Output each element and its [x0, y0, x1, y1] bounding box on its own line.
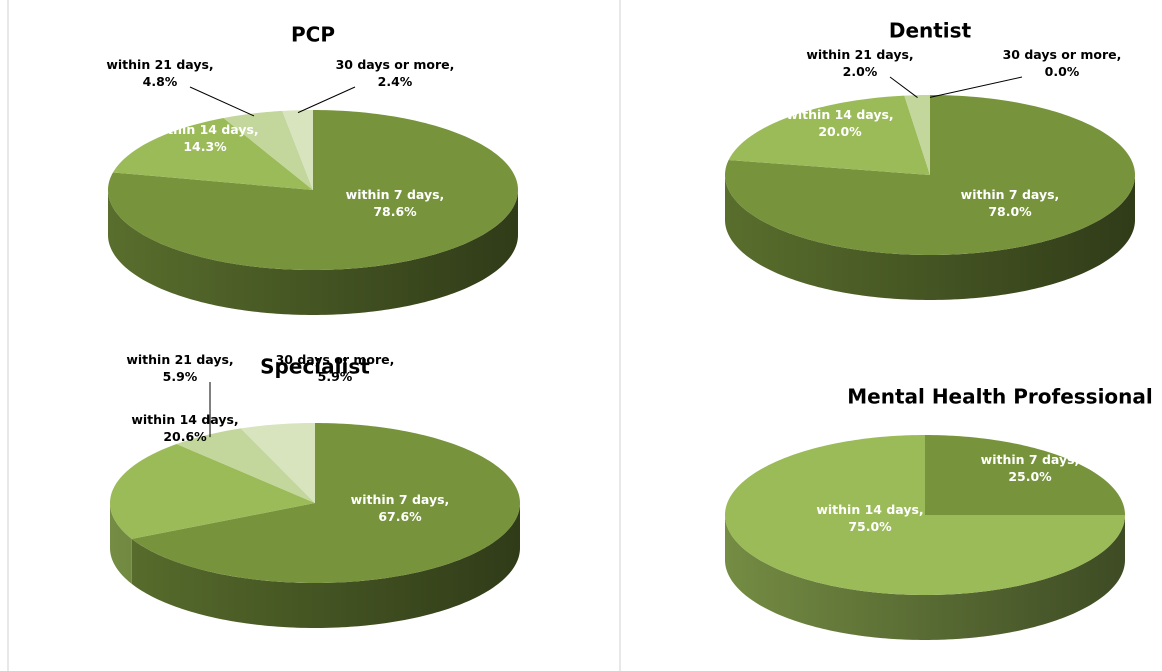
- category-label: 30 days or more,: [276, 352, 395, 367]
- value-label: 2.0%: [843, 64, 878, 79]
- category-label: within 21 days,: [126, 352, 233, 367]
- data-label: within 7 days, 78.0%: [961, 187, 1060, 219]
- category-label: within 14 days,: [786, 107, 893, 122]
- category-label: within 7 days,: [961, 187, 1060, 202]
- data-label: 30 days or more, 5.9%: [276, 352, 395, 384]
- chart-title: Mental Health Professional: [847, 385, 1153, 409]
- category-label: within 7 days,: [351, 492, 450, 507]
- category-label: within 21 days,: [106, 57, 213, 72]
- value-label: 5.9%: [318, 369, 353, 384]
- data-label: within 21 days, 2.0%: [806, 47, 913, 79]
- chart-title: Dentist: [889, 19, 972, 43]
- pie-slice: [904, 95, 930, 175]
- leader-line: [297, 86, 356, 114]
- value-label: 20.6%: [163, 429, 207, 444]
- pie-side: [108, 190, 518, 315]
- category-label: 30 days or more,: [1003, 47, 1122, 62]
- value-label: 67.6%: [378, 509, 422, 524]
- pie-side: [725, 515, 1125, 640]
- data-label: within 14 days, 20.6%: [131, 412, 238, 444]
- pie-slice: [925, 435, 1125, 515]
- pie-slice: [725, 95, 1135, 255]
- pie-slice: [240, 423, 315, 503]
- value-label: 5.9%: [163, 369, 198, 384]
- data-label: within 14 days, 14.3%: [151, 122, 258, 154]
- data-label: 30 days or more, 2.4%: [336, 57, 455, 89]
- category-label: within 21 days,: [806, 47, 913, 62]
- category-label: within 14 days,: [816, 502, 923, 517]
- value-label: 0.0%: [1045, 64, 1080, 79]
- value-label: 20.0%: [818, 124, 862, 139]
- pie-slice: [282, 110, 313, 190]
- data-label: within 21 days, 4.8%: [106, 57, 213, 89]
- value-label: 25.0%: [1008, 469, 1052, 484]
- pie-slice: [108, 110, 518, 270]
- category-label: 30 days or more,: [336, 57, 455, 72]
- category-label: within 7 days,: [981, 452, 1080, 467]
- pie-slice: [223, 110, 313, 190]
- pie-side: [110, 503, 132, 584]
- pie-slice: [110, 443, 315, 539]
- leader-line: [189, 86, 255, 117]
- data-label: 30 days or more, 0.0%: [1003, 47, 1122, 79]
- data-label: within 14 days, 20.0%: [786, 107, 893, 139]
- chart-title: Specialist: [260, 355, 370, 379]
- pie-slice: [725, 435, 1125, 595]
- category-label: within 7 days,: [346, 187, 445, 202]
- leader-line: [929, 76, 1023, 98]
- value-label: 75.0%: [848, 519, 892, 534]
- leader-line: [889, 76, 918, 98]
- value-label: 4.8%: [143, 74, 178, 89]
- data-label: within 14 days, 75.0%: [816, 502, 923, 534]
- pie-side: [725, 175, 1135, 300]
- data-label: within 7 days, 67.6%: [351, 492, 450, 524]
- data-label: within 7 days, 25.0%: [981, 452, 1080, 484]
- chart-title: PCP: [291, 23, 335, 47]
- pie-slice: [112, 118, 314, 190]
- pie-slice: [728, 95, 930, 175]
- data-label: within 7 days, 78.6%: [346, 187, 445, 219]
- value-label: 2.4%: [378, 74, 413, 89]
- value-label: 78.0%: [988, 204, 1032, 219]
- pie-slice: [176, 428, 315, 503]
- value-label: 78.6%: [373, 204, 417, 219]
- category-label: within 14 days,: [131, 412, 238, 427]
- pie-slice: [131, 423, 520, 583]
- pie-side: [131, 503, 520, 628]
- data-label: within 21 days, 5.9%: [126, 352, 233, 384]
- value-label: 14.3%: [183, 139, 227, 154]
- category-label: within 14 days,: [151, 122, 258, 137]
